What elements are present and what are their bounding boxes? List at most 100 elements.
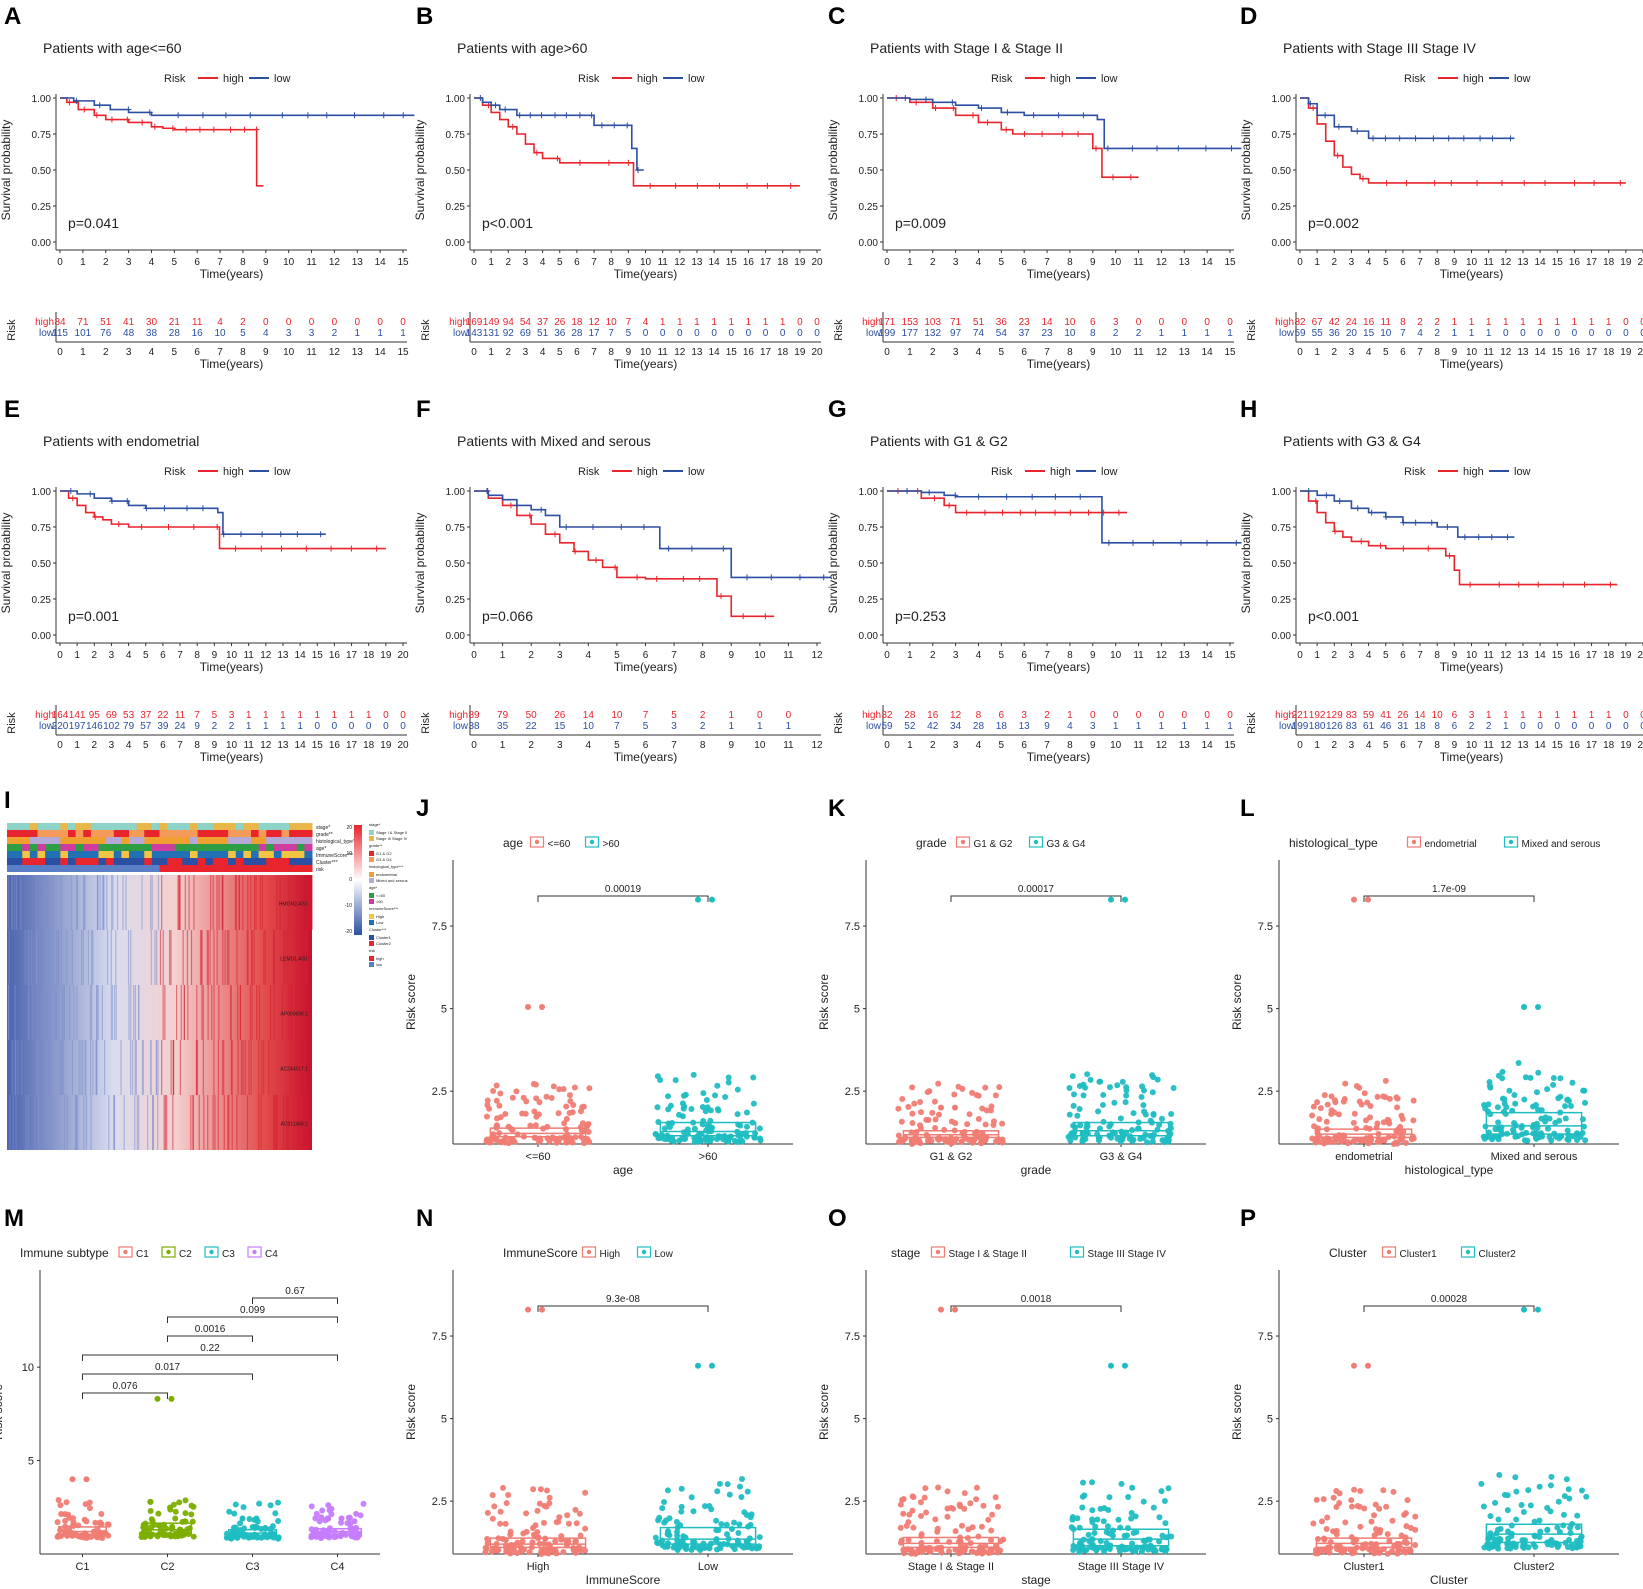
- heatmap-stripe: [89, 985, 91, 1040]
- risk-x-tick-label: 20: [397, 740, 409, 751]
- censor-mark-low: [1129, 145, 1136, 152]
- risk-count-high: 1: [246, 710, 252, 721]
- data-point: [1581, 1099, 1588, 1106]
- heatmap-stripe: [62, 1040, 65, 1095]
- x-tick-label: 12: [1156, 257, 1168, 268]
- heatmap-stripe: [58, 985, 60, 1040]
- x-axis-label: Time(years): [614, 660, 678, 674]
- legend-entry: G3 & G4: [1047, 839, 1086, 850]
- y-tick-label: 1.00: [1272, 487, 1292, 498]
- risk-row-label-low: low: [866, 721, 882, 732]
- risk-x-tick-label: 11: [1483, 740, 1494, 751]
- heatmap-stripe: [287, 985, 289, 1040]
- comparison-bracket: [167, 1316, 338, 1323]
- heatmap-stripe: [183, 985, 186, 1040]
- data-point: [1527, 1502, 1534, 1509]
- risk-count-low: 22: [526, 721, 538, 732]
- risk-x-tick-label: 19: [794, 347, 806, 358]
- risk-x-tick-label: 18: [363, 740, 375, 751]
- data-point: [697, 1136, 704, 1143]
- y-tick-label: 5: [28, 1456, 34, 1468]
- x-tick-label: 9: [1090, 650, 1096, 661]
- heatmap-stripe: [122, 875, 124, 930]
- data-point: [923, 1509, 930, 1516]
- data-point: [679, 1135, 686, 1142]
- heatmap-stripe: [228, 930, 230, 985]
- risk-count-low: 0: [1520, 721, 1526, 732]
- y-tick-label: 0.75: [446, 130, 466, 141]
- data-point: [1080, 1546, 1087, 1553]
- heatmap-stripe: [130, 1040, 132, 1095]
- heatmap-stripe: [239, 985, 242, 1040]
- data-point: [756, 1125, 763, 1132]
- risk-count-high: 1: [1589, 710, 1595, 721]
- y-tick-label: 7.5: [845, 921, 860, 933]
- data-point: [532, 1081, 539, 1088]
- annotation-cell: [113, 837, 122, 844]
- data-point: [188, 1511, 195, 1518]
- data-point: [86, 1505, 93, 1512]
- x-axis-label: Time(years): [200, 660, 264, 674]
- data-point: [661, 1499, 668, 1506]
- data-point: [1149, 1138, 1156, 1145]
- annotation-cell: [235, 851, 244, 858]
- risk-count-low: 6: [1452, 721, 1458, 732]
- data-point: [1104, 1523, 1111, 1530]
- censor-mark-low: [1150, 539, 1157, 546]
- heatmap-stripe: [263, 1040, 265, 1095]
- heatmap-stripe: [157, 1040, 159, 1095]
- data-point-max: [1122, 896, 1128, 903]
- heatmap-stripe: [297, 930, 300, 985]
- p-value: p=0.001: [68, 608, 119, 624]
- data-point: [905, 1103, 912, 1110]
- legend-swatch: [369, 956, 374, 961]
- censor-mark-low: [796, 574, 803, 581]
- data-point: [1495, 1516, 1502, 1523]
- censor-mark-high: [1332, 528, 1339, 535]
- censor-mark-low: [1202, 145, 1209, 152]
- heatmap-stripe: [69, 985, 71, 1040]
- heatmap-stripe: [44, 985, 46, 1040]
- censor-mark-low: [538, 506, 545, 513]
- risk-count-low: 126: [1326, 721, 1343, 732]
- annotation-cell: [37, 865, 46, 872]
- risk-count-low: 2: [1113, 328, 1119, 339]
- x-tick-label: 8: [608, 257, 614, 268]
- risk-count-low: 0: [1554, 328, 1560, 339]
- risk-x-axis-label: Time(years): [614, 357, 678, 371]
- heatmap-stripe: [235, 875, 238, 930]
- censor-mark-low: [175, 112, 182, 119]
- censor-mark-low: [1080, 112, 1087, 119]
- risk-count-low: 52: [904, 721, 916, 732]
- risk-count-high: 1: [1520, 710, 1526, 721]
- data-point: [678, 1503, 685, 1510]
- data-point: [1515, 1060, 1522, 1067]
- data-point: [155, 1510, 162, 1517]
- box: [659, 1121, 757, 1137]
- censor-mark-high: [694, 182, 701, 189]
- risk-count-high: 10: [606, 317, 618, 328]
- y-axis-label: Survival probability: [1239, 513, 1253, 614]
- legend-label-low: low: [1514, 73, 1531, 85]
- risk-count-low: 0: [1503, 328, 1509, 339]
- risk-count-low: 220: [52, 721, 69, 732]
- risk-count-low: 35: [497, 721, 509, 732]
- data-point: [1513, 1488, 1520, 1495]
- data-point: [1580, 1123, 1587, 1130]
- heatmap-stripe: [110, 985, 112, 1040]
- risk-count-low: 0: [349, 721, 355, 732]
- risk-count-high: 1: [1452, 317, 1458, 328]
- data-point: [736, 1521, 743, 1528]
- data-point: [691, 1125, 698, 1132]
- risk-count-high: 1: [1486, 710, 1492, 721]
- annotation-cell: [45, 844, 54, 851]
- heatmap-stripe: [242, 875, 244, 930]
- risk-x-tick-label: 12: [260, 740, 272, 751]
- heatmap-stripe: [44, 1040, 47, 1095]
- censor-mark-high: [744, 182, 751, 189]
- x-tick-label: Cluster1: [1344, 1561, 1385, 1573]
- data-point: [739, 1138, 746, 1145]
- data-point: [714, 1488, 721, 1495]
- y-tick-label: 0.75: [859, 130, 879, 141]
- panel-letter: K: [828, 795, 846, 822]
